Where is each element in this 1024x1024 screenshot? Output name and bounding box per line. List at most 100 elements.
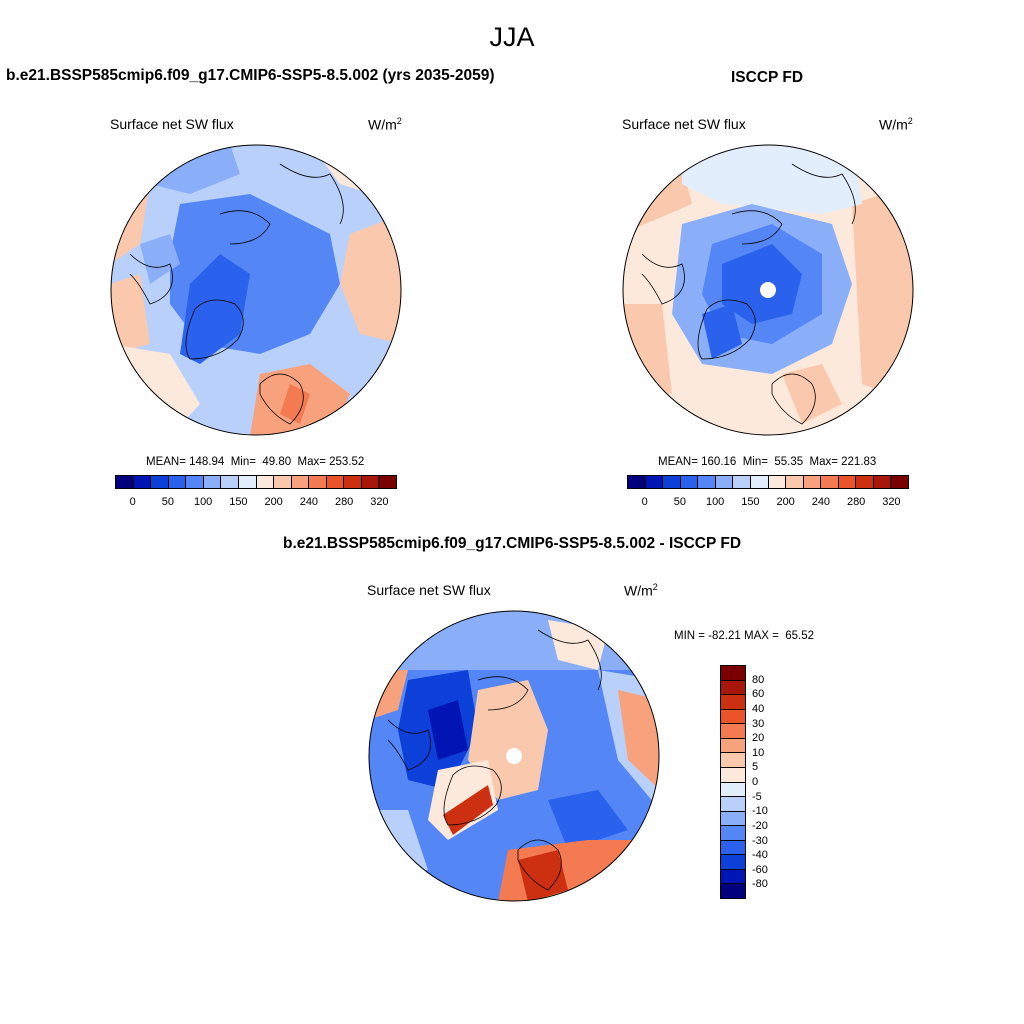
colorbar-swatch: [698, 476, 716, 488]
colorbar-tick-label: 320: [882, 496, 901, 508]
obs-variable-label: Surface net SW flux: [622, 116, 746, 132]
obs-colorbar: [627, 475, 909, 489]
colorbar-tick-label: 10: [752, 746, 765, 759]
colorbar-swatch: [721, 884, 745, 898]
colorbar-tick-label: 240: [299, 496, 319, 508]
colorbar-tick-label: -60: [752, 863, 768, 876]
colorbar-swatch: [715, 476, 734, 488]
colorbar-swatch: [721, 753, 745, 768]
colorbar-tick-label: 150: [229, 496, 248, 508]
diff-colorbar-ticks: 80 60 40 30 20 10 5 0 -5 -10 -20 -30 -40 -60 -80: [752, 665, 792, 899]
colorbar-swatch: [721, 797, 745, 812]
colorbar-swatch: [291, 476, 310, 488]
colorbar-tick-label: 200: [776, 496, 795, 508]
obs-stats: MEAN= 160.16 Min= 55.35 Max= 221.83: [658, 456, 877, 468]
model-stats: MEAN= 148.94 Min= 49.80 Max= 253.52: [146, 456, 365, 468]
colorbar-tick-label: 240: [811, 496, 831, 508]
colorbar-swatch: [721, 680, 745, 696]
colorbar-swatch: [821, 476, 839, 488]
colorbar-swatch: [274, 476, 292, 488]
colorbar-swatch: [663, 476, 681, 488]
colorbar-tick-label: -10: [752, 805, 768, 818]
model-units-label: W/m2: [368, 116, 402, 133]
colorbar-swatch: [733, 476, 751, 488]
colorbar-tick-label: 5: [752, 761, 759, 774]
colorbar-swatch: [379, 476, 396, 488]
colorbar-swatch: [891, 476, 908, 488]
colorbar-tick-label: 320: [370, 496, 389, 508]
colorbar-swatch: [721, 840, 745, 856]
colorbar-tick-label: 0: [641, 496, 648, 508]
colorbar-tick-label: -80: [752, 878, 768, 891]
colorbar-tick-label: 280: [846, 496, 866, 508]
colorbar-swatch: [873, 476, 892, 488]
diff-colorbar: [720, 665, 746, 899]
colorbar-swatch: [721, 782, 745, 798]
colorbar-swatch: [721, 826, 745, 841]
colorbar-swatch: [168, 476, 187, 488]
colorbar-tick-label: 280: [334, 496, 354, 508]
model-colorbar: [115, 475, 397, 489]
model-variable-label: Surface net SW flux: [110, 116, 234, 132]
colorbar-swatch: [256, 476, 275, 488]
colorbar-tick-label: 0: [752, 776, 759, 788]
colorbar-swatch: [721, 811, 745, 827]
colorbar-swatch: [750, 476, 769, 488]
colorbar-swatch: [838, 476, 857, 488]
colorbar-swatch: [628, 476, 646, 488]
main-title: JJA: [489, 22, 535, 52]
colorbar-swatch: [326, 476, 345, 488]
colorbar-tick-label: 100: [705, 496, 725, 508]
obs-colorbar-ticks: 0 50 100 150 200 240 280 320: [627, 496, 909, 510]
colorbar-tick-label: 30: [752, 717, 765, 730]
colorbar-tick-label: 50: [673, 496, 686, 508]
colorbar-tick-label: 200: [264, 496, 283, 508]
colorbar-swatch: [803, 476, 822, 488]
colorbar-swatch: [116, 476, 134, 488]
colorbar-swatch: [721, 767, 745, 783]
obs-units-label: W/m2: [879, 116, 913, 133]
colorbar-tick-label: 150: [741, 496, 760, 508]
colorbar-swatch: [680, 476, 699, 488]
diff-stats: MIN = -82.21 MAX = 65.52: [674, 630, 814, 642]
colorbar-swatch: [361, 476, 380, 488]
colorbar-swatch: [721, 738, 745, 754]
colorbar-tick-label: -20: [752, 819, 768, 832]
colorbar-swatch: [721, 666, 745, 681]
colorbar-tick-label: 60: [752, 688, 765, 701]
colorbar-swatch: [786, 476, 804, 488]
colorbar-swatch: [645, 476, 664, 488]
colorbar-swatch: [309, 476, 327, 488]
diff-units-label: W/m2: [624, 582, 658, 599]
colorbar-tick-label: 0: [129, 496, 136, 508]
colorbar-tick-label: 80: [752, 673, 765, 686]
colorbar-tick-label: 20: [752, 732, 765, 745]
model-polar-map: [110, 144, 402, 436]
colorbar-swatch: [344, 476, 362, 488]
diff-variable-label: Surface net SW flux: [367, 582, 491, 598]
model-panel-title: b.e21.BSSP585cmip6.f09_g17.CMIP6-SSP5-8.…: [6, 67, 495, 84]
colorbar-swatch: [856, 476, 874, 488]
colorbar-swatch: [721, 869, 745, 885]
colorbar-swatch: [721, 855, 745, 870]
diff-panel-title: b.e21.BSSP585cmip6.f09_g17.CMIP6-SSP5-8.…: [282, 535, 742, 552]
colorbar-swatch: [721, 709, 745, 725]
colorbar-tick-label: -40: [752, 849, 768, 862]
colorbar-swatch: [221, 476, 239, 488]
colorbar-swatch: [186, 476, 204, 488]
colorbar-tick-label: -5: [752, 790, 762, 803]
colorbar-swatch: [151, 476, 169, 488]
colorbar-swatch: [133, 476, 152, 488]
obs-polar-map: [622, 144, 914, 436]
colorbar-tick-label: 50: [161, 496, 174, 508]
colorbar-swatch: [721, 695, 745, 710]
colorbar-tick-label: 100: [193, 496, 213, 508]
colorbar-tick-label: -30: [752, 834, 768, 847]
colorbar-swatch: [203, 476, 222, 488]
colorbar-tick-label: 40: [752, 702, 765, 715]
obs-panel-title: ISCCP FD: [731, 69, 804, 86]
model-colorbar-ticks: 0 50 100 150 200 240 280 320: [115, 496, 397, 510]
colorbar-swatch: [238, 476, 257, 488]
colorbar-swatch: [721, 724, 745, 739]
colorbar-swatch: [768, 476, 787, 488]
